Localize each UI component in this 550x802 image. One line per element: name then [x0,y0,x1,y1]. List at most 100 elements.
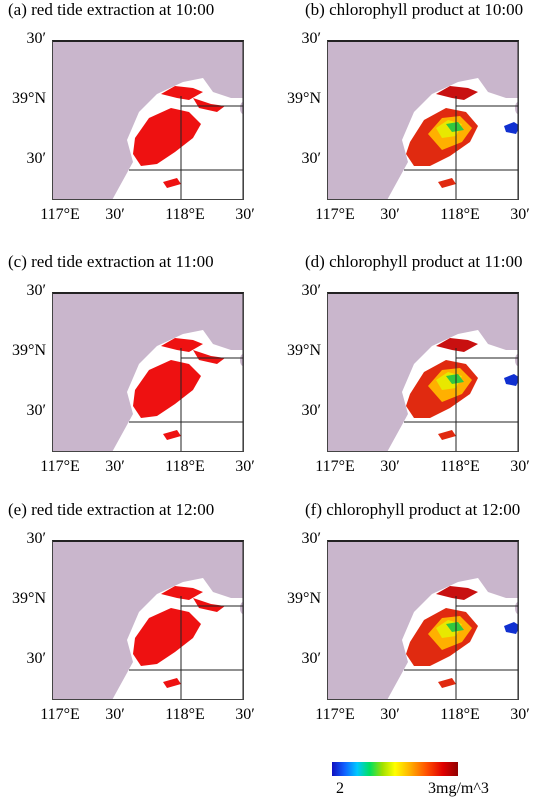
red-tide-patch [163,430,181,440]
y-tick-label: 30′ [26,530,47,547]
chl-east-patch [504,622,518,634]
x-tick-label: 30′ [105,706,125,723]
land-notch [515,102,518,114]
chl-north [436,86,478,100]
panel-title: (c) red tide extraction at 11:00 [8,252,214,271]
red-tide-patch [193,598,225,612]
red-tide-patch [193,98,225,112]
land-notch [240,102,243,114]
y-tick-label: 39°N [287,342,321,359]
land-notch [515,602,518,614]
map-panel-d: (d) chlorophyll product at 11:00 30′ 39°N 3… [275,252,545,502]
x-tick-label: 30′ [380,458,400,475]
chl-north [436,338,478,352]
red-tide-patch [163,678,181,688]
land-notch [240,354,243,366]
red-tide-patch [161,86,203,100]
x-tick-label: 30′ [380,206,400,223]
x-tick-label: 30′ [510,206,530,223]
land-notch [240,602,243,614]
x-tick-label: 118°E [440,706,480,723]
chl-south [438,178,456,188]
colorbar: 2 3mg/m^3 [330,762,489,802]
y-tick-label: 39°N [287,90,321,107]
map-panel-c: (c) red tide extraction at 11:00 30′ 39°N 3… [0,252,270,502]
x-tick-label: 30′ [380,706,400,723]
chl-low [446,622,464,632]
y-tick-label: 30′ [26,282,47,299]
red-tide-patch [133,608,201,666]
y-tick-label: 39°N [12,90,46,107]
x-tick-label: 117°E [315,206,355,223]
x-tick-label: 118°E [440,458,480,475]
map-svg [328,294,518,451]
x-tick-label: 118°E [165,206,205,223]
y-tick-label: 39°N [12,590,46,607]
y-tick-label: 39°N [287,590,321,607]
red-tide-patch [133,108,201,166]
chl-north [436,586,478,600]
x-tick-label: 30′ [235,458,255,475]
chl-south [438,678,456,688]
map-area [327,540,519,700]
red-tide-mask [133,86,225,188]
chl-south [438,430,456,440]
map-svg [53,42,243,199]
red-tide-patch [163,178,181,188]
x-tick-label: 30′ [510,706,530,723]
x-tick-label: 117°E [315,458,355,475]
map-svg [328,42,518,199]
red-tide-patch [161,338,203,352]
chlorophyll-field [406,338,518,440]
x-tick-label: 30′ [510,458,530,475]
y-tick-label: 30′ [26,650,47,667]
x-tick-label: 30′ [105,458,125,475]
map-area [327,40,519,200]
y-tick-label: 30′ [301,150,322,167]
chl-low [446,122,464,132]
chl-east-patch [504,122,518,134]
y-tick-label: 30′ [26,402,47,419]
x-tick-label: 117°E [40,458,80,475]
red-tide-patch [161,586,203,600]
map-area [52,40,244,200]
colorbar-min-label: 2 [336,780,344,797]
chl-low [446,374,464,384]
map-panel-a: (a) red tide extraction at 10:00 30′ 39°N 3… [0,0,270,250]
x-tick-label: 117°E [315,706,355,723]
y-tick-label: 39°N [12,342,46,359]
x-tick-label: 117°E [40,706,80,723]
colorbar-gradient [332,762,458,776]
y-tick-label: 30′ [301,30,322,47]
land-notch [515,354,518,366]
chl-east-patch [504,374,518,386]
x-tick-label: 117°E [40,206,80,223]
y-tick-label: 30′ [301,282,322,299]
y-tick-label: 30′ [301,530,322,547]
map-svg [53,294,243,451]
x-tick-label: 30′ [105,206,125,223]
red-tide-patch [193,350,225,364]
y-tick-label: 30′ [301,650,322,667]
map-svg [53,542,243,699]
x-tick-label: 30′ [235,706,255,723]
x-tick-label: 30′ [235,206,255,223]
panel-title: (a) red tide extraction at 10:00 [8,0,215,19]
red-tide-mask [133,586,225,688]
panel-title: (e) red tide extraction at 12:00 [8,500,215,519]
x-tick-label: 118°E [440,206,480,223]
x-tick-label: 118°E [165,458,205,475]
y-tick-label: 30′ [26,150,47,167]
x-tick-label: 118°E [165,706,205,723]
red-tide-mask [133,338,225,440]
y-tick-label: 30′ [301,402,322,419]
map-panel-f: (f) chlorophyll product at 12:00 30′ 39°N 3… [275,500,545,750]
map-svg [328,542,518,699]
panel-title: (f) chlorophyll product at 12:00 [305,500,521,519]
y-tick-label: 30′ [26,30,47,47]
red-tide-patch [133,360,201,418]
panel-title: (d) chlorophyll product at 11:00 [305,252,523,271]
map-area [52,540,244,700]
map-panel-b: (b) chlorophyll product at 10:00 30′ 39°N 3… [275,0,545,250]
panel-title: (b) chlorophyll product at 10:00 [305,0,524,19]
